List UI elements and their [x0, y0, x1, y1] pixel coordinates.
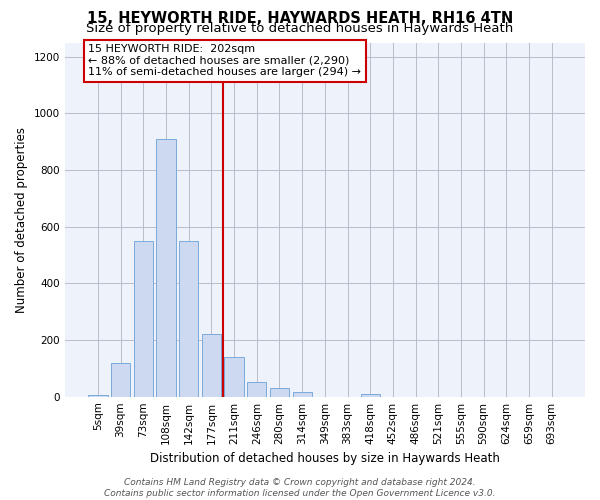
Text: Contains HM Land Registry data © Crown copyright and database right 2024.
Contai: Contains HM Land Registry data © Crown c…	[104, 478, 496, 498]
Bar	[111, 362, 130, 396]
Bar	[270, 388, 289, 396]
Y-axis label: Number of detached properties: Number of detached properties	[15, 126, 28, 312]
Bar	[293, 392, 312, 396]
Text: 15, HEYWORTH RIDE, HAYWARDS HEATH, RH16 4TN: 15, HEYWORTH RIDE, HAYWARDS HEATH, RH16 …	[87, 11, 513, 26]
Bar	[247, 382, 266, 396]
Bar	[179, 241, 199, 396]
Bar	[224, 357, 244, 397]
Bar	[134, 241, 153, 396]
Bar	[361, 394, 380, 396]
X-axis label: Distribution of detached houses by size in Haywards Heath: Distribution of detached houses by size …	[150, 452, 500, 465]
Text: 15 HEYWORTH RIDE:  202sqm
← 88% of detached houses are smaller (2,290)
11% of se: 15 HEYWORTH RIDE: 202sqm ← 88% of detach…	[88, 44, 361, 78]
Bar	[157, 139, 176, 396]
Text: Size of property relative to detached houses in Haywards Heath: Size of property relative to detached ho…	[86, 22, 514, 35]
Bar	[202, 334, 221, 396]
